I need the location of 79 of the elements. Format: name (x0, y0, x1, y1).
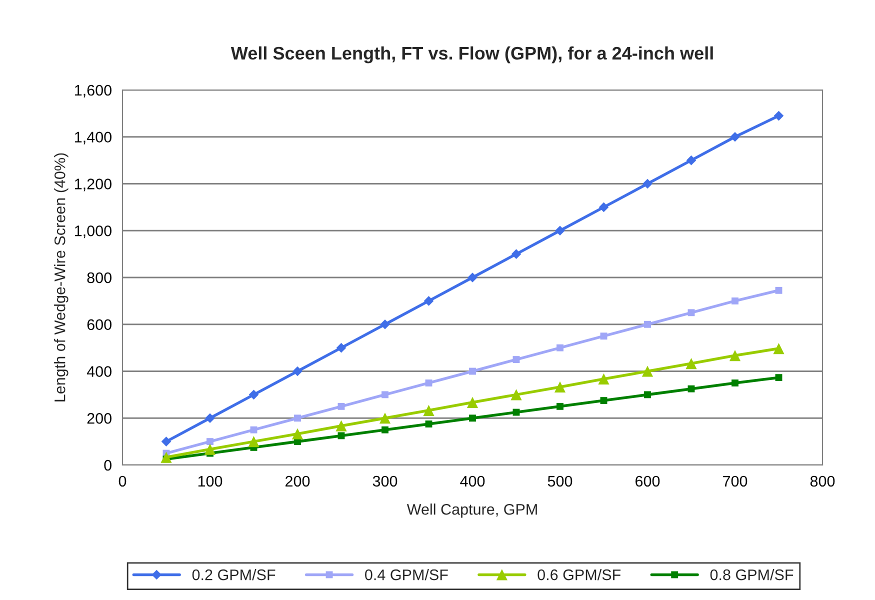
point (556, 344, 564, 352)
point (512, 356, 520, 364)
point (160, 452, 172, 463)
y-tick-label: 0 (104, 460, 112, 471)
point (555, 226, 565, 236)
point (382, 426, 388, 434)
point (294, 414, 301, 422)
point (644, 391, 651, 398)
point (205, 413, 215, 424)
point (729, 350, 741, 362)
y-tick-label: 400 (86, 366, 112, 377)
point (732, 379, 738, 386)
y-tick-label: 600 (87, 319, 112, 330)
legend-label: 0.6 GPM/SF (538, 569, 621, 580)
point (466, 396, 478, 408)
point (510, 389, 522, 400)
point (336, 420, 347, 432)
point (774, 110, 784, 121)
x-tick-label: 0 (118, 476, 126, 487)
y-tick-label: 1,600 (75, 84, 112, 98)
point (206, 438, 214, 446)
x-tick-label: 800 (810, 476, 835, 487)
x-tick-label: 600 (636, 476, 660, 487)
y-tick-label: 1,000 (75, 225, 112, 238)
point (380, 319, 390, 330)
point (425, 379, 432, 386)
point (423, 404, 434, 416)
point (469, 414, 476, 422)
x-tick-label: 400 (460, 476, 485, 487)
x-tick-label: 500 (548, 476, 572, 487)
point (688, 309, 695, 316)
x-tick-label: 200 (286, 476, 310, 487)
point (468, 272, 478, 282)
point (600, 332, 608, 340)
point (732, 297, 738, 304)
point (554, 381, 566, 393)
y-tick-label: 1,400 (75, 132, 112, 144)
point (775, 374, 782, 382)
point (469, 368, 476, 375)
point (161, 436, 172, 446)
point (336, 342, 346, 353)
point (292, 428, 304, 440)
point (248, 436, 260, 448)
point (773, 342, 784, 354)
legend-label: 0.8 GPM/SF (710, 569, 794, 580)
x-axis-title: Well Capture, GPM (406, 504, 537, 518)
y-tick-label: 200 (87, 412, 112, 424)
point (642, 366, 654, 377)
point (250, 426, 258, 434)
legend-label: 0.2 GPM/SF (192, 569, 276, 580)
point (598, 373, 610, 385)
point (248, 390, 259, 400)
y-axis-title: Length of Wedge-Wire Screen (40%) (54, 153, 68, 402)
x-tick-label: 300 (372, 476, 398, 487)
x-tick-label: 100 (198, 476, 222, 487)
point (644, 320, 651, 328)
point (686, 155, 696, 166)
point (511, 249, 522, 259)
point (686, 358, 697, 370)
point (338, 402, 345, 410)
point (338, 432, 345, 440)
x-tick-label: 700 (723, 476, 748, 487)
point (424, 296, 434, 306)
point (382, 391, 388, 398)
point (425, 420, 432, 428)
point (775, 286, 782, 294)
legend-label: 0.4 GPM/SF (365, 569, 448, 580)
point (556, 402, 564, 410)
point (600, 397, 608, 404)
point (598, 202, 609, 212)
y-tick-label: 800 (87, 272, 112, 284)
point (379, 412, 391, 424)
point (688, 385, 695, 392)
point (204, 444, 216, 455)
y-tick-label: 1,200 (75, 178, 112, 192)
chart-title: Well Sceen Length, FT vs. Flow (GPM), for a 24-inch well (230, 46, 713, 64)
point (292, 366, 302, 376)
point (730, 132, 740, 142)
point (642, 178, 652, 189)
